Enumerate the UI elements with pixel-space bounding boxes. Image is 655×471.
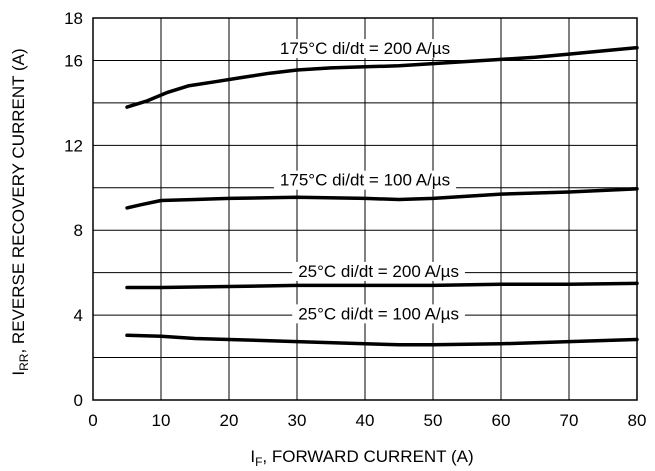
x-axis-title: IF, FORWARD CURRENT (A): [250, 447, 473, 469]
y-tick-label: 18: [64, 9, 83, 28]
y-axis-title: IRR, REVERSE RECOVERY CURRENT (A): [9, 48, 31, 375]
series-label-background: [292, 261, 465, 281]
y-tick-label: 0: [74, 391, 83, 410]
y-axis-title-sub: RR: [17, 353, 31, 371]
y-tick-label: 8: [74, 221, 83, 240]
x-axis-title-sub: F: [255, 455, 262, 469]
series-line-1: [125, 45, 639, 109]
series-label-3: 25°C di/dt = 200 A/µs: [298, 262, 459, 281]
series-curves: [125, 45, 639, 347]
x-tick-label: 20: [220, 411, 239, 430]
x-tick-label: 0: [88, 411, 97, 430]
x-axis-title-main: I: [250, 447, 255, 466]
series-label-2: 175°C di/dt = 100 A/µs: [280, 171, 450, 190]
y-tick-label: 4: [74, 306, 83, 325]
x-tick-label: 30: [288, 411, 307, 430]
series-label-4: 25°C di/dt = 100 A/µs: [298, 304, 459, 323]
x-tick-label: 70: [560, 411, 579, 430]
y-axis-title-rest: , REVERSE RECOVERY CURRENT (A): [9, 48, 28, 353]
series-label-background: [273, 170, 457, 190]
series-labels: 175°C di/dt = 200 A/µs 175°C di/dt = 100 …: [273, 39, 465, 324]
y-tick-label: 12: [64, 136, 83, 155]
y-axis-title-main: I: [9, 371, 28, 376]
series-line-4: [125, 333, 639, 347]
x-tick-labels: 0 10 20 30 40 50 60 70 80: [88, 411, 646, 430]
y-tick-label: 16: [64, 51, 83, 70]
series-line-3: [125, 281, 639, 290]
series-line-2: [125, 187, 639, 210]
x-axis-title-rest: , FORWARD CURRENT (A): [262, 447, 473, 466]
x-tick-label: 80: [628, 411, 647, 430]
x-tick-label: 50: [424, 411, 443, 430]
x-tick-label: 10: [152, 411, 171, 430]
series-label-background: [292, 304, 465, 324]
x-tick-label: 60: [492, 411, 511, 430]
series-label-1: 175°C di/dt = 200 A/µs: [280, 39, 450, 58]
x-tick-label: 40: [356, 411, 375, 430]
y-tick-labels: 0 4 8 12 16 18: [64, 9, 83, 410]
grid: [93, 18, 637, 400]
plot-frame: [92, 17, 638, 401]
series-label-background: [273, 39, 457, 59]
